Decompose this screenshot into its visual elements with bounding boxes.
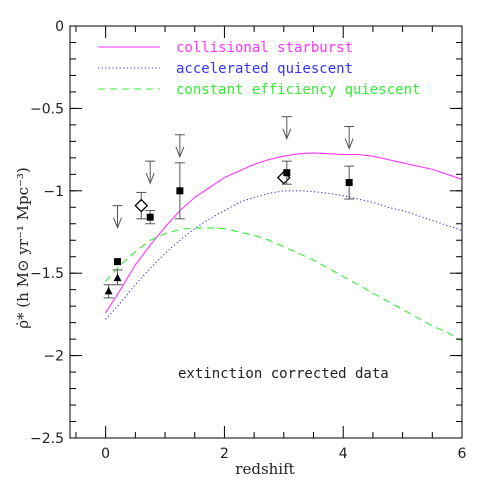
plot-frame xyxy=(69,25,463,439)
x-tick-label: 6 xyxy=(458,446,467,462)
legend-label-3: constant efficiency quiescent xyxy=(176,82,420,98)
y-tick-label: −2 xyxy=(43,349,64,365)
x-tick-label: 0 xyxy=(101,446,110,462)
legend: collisional starburst accelerated quiesce… xyxy=(98,40,420,98)
y-tick-label: −2.5 xyxy=(30,431,64,447)
chart-annotation: extinction corrected data xyxy=(178,366,389,382)
data-point-square xyxy=(345,179,353,187)
y-tick-label: 0 xyxy=(55,19,64,35)
y-tick-label: −0.5 xyxy=(30,101,64,117)
plot-frame-rect xyxy=(69,25,463,439)
x-tick-label: 4 xyxy=(339,446,348,462)
upper-limit-arrowhead xyxy=(145,172,155,185)
data-points xyxy=(103,116,355,299)
y-axis-title: ρ̇* (h M⊙ yr⁻¹ Mpc⁻³) xyxy=(14,167,32,329)
upper-limit-arrowhead xyxy=(113,217,122,229)
upper-limit-arrowhead xyxy=(175,146,185,159)
series-line-2 xyxy=(105,190,463,320)
legend-label-2: accelerated quiescent xyxy=(176,61,353,77)
x-axis-title: redshift xyxy=(235,460,294,478)
data-point-square xyxy=(283,169,291,177)
upper-limit-arrowhead xyxy=(282,128,292,140)
series-line-1 xyxy=(105,152,463,314)
axis-ticks: 0 2 4 6 −2.5 −2 −1.5 −1 −0.5 0 xyxy=(30,19,467,462)
y-tick-label: −1 xyxy=(43,184,64,200)
upper-limit-arrowhead xyxy=(344,138,354,150)
x-tick-label: 2 xyxy=(220,446,229,462)
data-point-square xyxy=(114,258,122,266)
data-point-diamond xyxy=(134,198,149,213)
legend-label-1: collisional starburst xyxy=(176,40,353,56)
data-point-square xyxy=(176,187,184,195)
model-curves xyxy=(105,152,463,342)
series-line-3 xyxy=(105,227,463,342)
data-point-triangle xyxy=(104,286,113,295)
data-point-square xyxy=(146,213,154,221)
data-point-triangle xyxy=(113,273,122,282)
y-tick-label: −1.5 xyxy=(30,266,64,282)
